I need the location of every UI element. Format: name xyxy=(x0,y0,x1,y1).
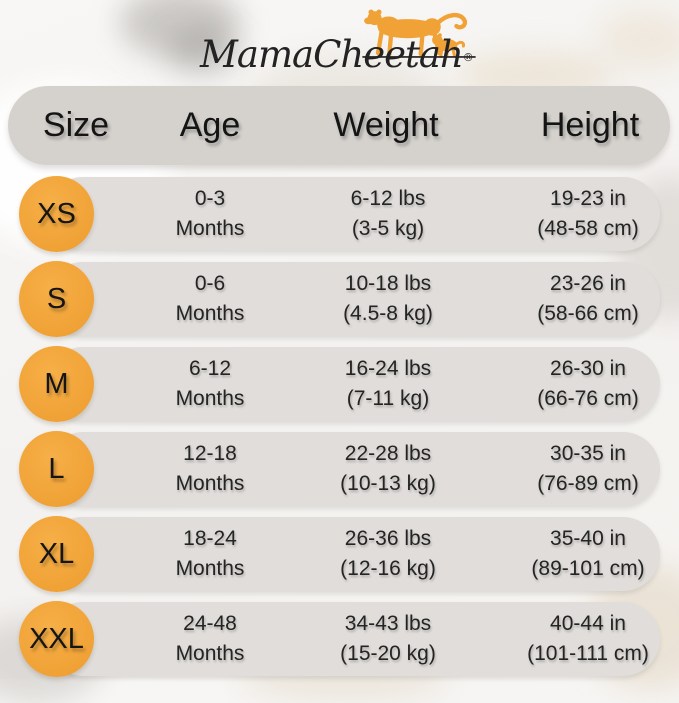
column-header-weight: Weight xyxy=(333,106,439,144)
age-cell: 0-3 Months xyxy=(130,177,290,251)
age-line-1: 0-6 xyxy=(194,272,226,295)
height-line-1: 40-44 in xyxy=(550,612,626,635)
height-line-1: 23-26 in xyxy=(550,272,626,295)
weight-line-2: (10-13 kg) xyxy=(340,472,436,495)
weight-line-1: 22-28 lbs xyxy=(344,442,432,465)
brand-logo: MamaCheetah® xyxy=(196,4,506,80)
age-cell: 18-24 Months xyxy=(130,517,290,591)
age-cell: 6-12 Months xyxy=(130,347,290,421)
weight-line-2: (15-20 kg) xyxy=(340,642,436,665)
cheetah-logo-icon xyxy=(362,9,476,59)
size-row-m: M 6-12 Months 16-24 lbs (7-11 kg) 26-30 in… xyxy=(19,346,660,422)
size-badge: XXL xyxy=(19,601,94,677)
age-line-1: 12-18 xyxy=(183,442,237,465)
height-line-2: (89-101 cm) xyxy=(531,557,645,580)
weight-cell: 6-12 lbs (3-5 kg) xyxy=(298,177,478,251)
weight-cell: 22-28 lbs (10-13 kg) xyxy=(298,432,478,506)
size-badge-label: L xyxy=(48,452,65,485)
age-line-2: Months xyxy=(175,557,245,580)
size-badge: XS xyxy=(19,176,94,252)
size-badge-label: XXL xyxy=(29,622,84,655)
table-header-row: Size Age Weight Height xyxy=(8,86,670,165)
weight-line-2: (7-11 kg) xyxy=(346,387,430,410)
height-cell: 26-30 in (66-76 cm) xyxy=(495,347,679,421)
age-line-2: Months xyxy=(175,387,245,410)
age-line-2: Months xyxy=(175,472,245,495)
height-line-1: 26-30 in xyxy=(550,357,626,380)
size-row-xxl: XXL 24-48 Months 34-43 lbs (15-20 kg) 40-4… xyxy=(19,601,660,677)
size-badge-label: XL xyxy=(38,537,75,570)
background-blob xyxy=(120,0,240,58)
column-header-age: Age xyxy=(179,106,241,144)
size-row-l: L 12-18 Months 22-28 lbs (10-13 kg) 30-35 … xyxy=(19,431,660,507)
weight-line-1: 26-36 lbs xyxy=(344,527,432,550)
brand-name: MamaCheetah xyxy=(200,33,464,76)
weight-line-2: (12-16 kg) xyxy=(340,557,436,580)
background-blob xyxy=(598,8,679,70)
column-header-height: Height xyxy=(540,106,640,144)
age-cell: 12-18 Months xyxy=(130,432,290,506)
size-badge-label: M xyxy=(44,367,69,400)
height-cell: 19-23 in (48-58 cm) xyxy=(495,177,679,251)
weight-cell: 34-43 lbs (15-20 kg) xyxy=(298,602,478,676)
size-badge: S xyxy=(19,261,94,337)
height-line-2: (58-66 cm) xyxy=(537,302,639,325)
size-badge: XL xyxy=(19,516,94,592)
column-header-size: Size xyxy=(42,106,110,144)
height-cell: 23-26 in (58-66 cm) xyxy=(495,262,679,336)
weight-cell: 16-24 lbs (7-11 kg) xyxy=(298,347,478,421)
age-line-1: 0-3 xyxy=(194,187,226,210)
size-badge: M xyxy=(19,346,94,422)
height-line-2: (101-111 cm) xyxy=(527,642,649,665)
height-cell: 30-35 in (76-89 cm) xyxy=(495,432,679,506)
registered-trademark: ® xyxy=(462,51,474,64)
age-line-2: Months xyxy=(175,217,245,240)
height-cell: 35-40 in (89-101 cm) xyxy=(495,517,679,591)
size-badge: L xyxy=(19,431,94,507)
age-cell: 0-6 Months xyxy=(130,262,290,336)
height-line-2: (76-89 cm) xyxy=(537,472,639,495)
height-line-2: (48-58 cm) xyxy=(537,217,639,240)
age-line-1: 6-12 xyxy=(188,357,232,380)
background-blob xyxy=(168,28,238,74)
size-badge-label: XS xyxy=(37,197,76,230)
weight-cell: 26-36 lbs (12-16 kg) xyxy=(298,517,478,591)
age-cell: 24-48 Months xyxy=(130,602,290,676)
weight-line-1: 6-12 lbs xyxy=(350,187,426,210)
height-line-1: 35-40 in xyxy=(550,527,626,550)
height-line-1: 19-23 in xyxy=(550,187,626,210)
brand-logo-text: MamaCheetah® xyxy=(200,33,474,76)
age-line-2: Months xyxy=(175,302,245,325)
size-row-xl: XL 18-24 Months 26-36 lbs (12-16 kg) 35-40… xyxy=(19,516,660,592)
size-row-s: S 0-6 Months 10-18 lbs (4.5-8 kg) 23-26 in… xyxy=(19,261,660,337)
weight-line-1: 10-18 lbs xyxy=(344,272,432,295)
size-badge-label: S xyxy=(46,282,67,315)
weight-line-2: (4.5-8 kg) xyxy=(343,302,433,325)
weight-line-1: 34-43 lbs xyxy=(344,612,432,635)
height-cell: 40-44 in (101-111 cm) xyxy=(495,602,679,676)
size-row-xs: XS 0-3 Months 6-12 lbs (3-5 kg) 19-23 in (4… xyxy=(19,176,660,252)
age-line-1: 24-48 xyxy=(183,612,237,635)
age-line-1: 18-24 xyxy=(183,527,237,550)
height-line-2: (66-76 cm) xyxy=(537,387,639,410)
weight-line-2: (3-5 kg) xyxy=(351,217,425,240)
height-line-1: 30-35 in xyxy=(550,442,626,465)
weight-line-1: 16-24 lbs xyxy=(344,357,432,380)
age-line-2: Months xyxy=(175,642,245,665)
weight-cell: 10-18 lbs (4.5-8 kg) xyxy=(298,262,478,336)
